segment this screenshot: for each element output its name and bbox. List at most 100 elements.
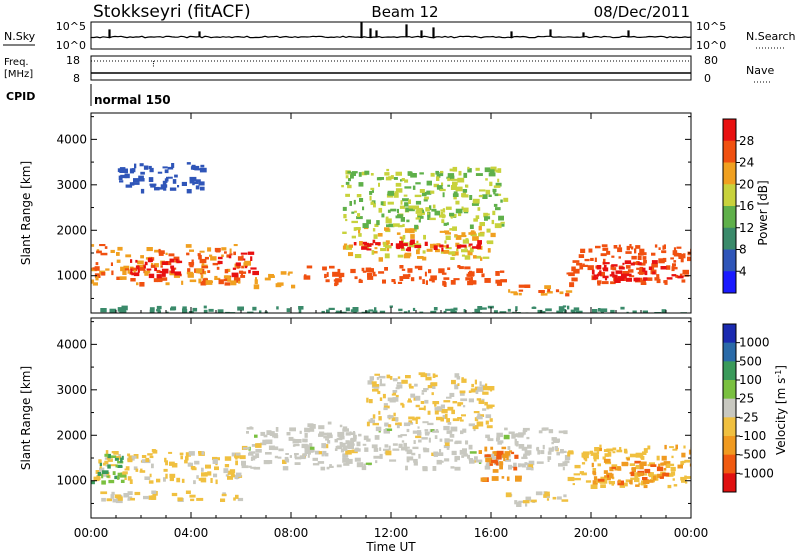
heatmap-cell — [390, 175, 394, 180]
heatmap-cell — [423, 448, 430, 453]
heatmap-cell — [410, 277, 415, 282]
heatmap-cell — [682, 269, 689, 275]
heatmap-cell — [588, 248, 593, 253]
heatmap-cell — [367, 269, 374, 273]
heatmap-cell — [457, 417, 462, 420]
heatmap-cell — [268, 274, 274, 278]
heatmap-cell — [496, 454, 502, 460]
heatmap-cell — [160, 184, 168, 188]
heatmap-cell — [248, 451, 256, 454]
heatmap-cell — [186, 271, 194, 275]
heatmap-cell — [207, 247, 212, 252]
heatmap-cell — [622, 262, 625, 265]
heatmap-cell — [371, 381, 377, 384]
heatmap-cell — [172, 179, 177, 184]
heatmap-cell — [391, 393, 396, 396]
heatmap-cell — [347, 184, 352, 189]
colorbar-tick-label: -500 — [739, 448, 766, 462]
heatmap-cell — [504, 451, 511, 456]
heatmap-cell — [91, 279, 95, 284]
heatmap-cell — [163, 477, 166, 482]
heatmap-cell — [626, 273, 632, 277]
heatmap-cell — [495, 462, 499, 466]
heatmap-cell — [207, 471, 212, 476]
heatmap-cell — [110, 262, 113, 266]
heatmap-cell — [427, 385, 433, 389]
heatmap-cell — [260, 442, 267, 446]
heatmap-cell — [148, 257, 153, 263]
heatmap-cell — [168, 451, 173, 454]
heatmap-cell — [384, 172, 390, 176]
heatmap-cell — [473, 218, 478, 222]
heatmap-cell — [445, 206, 452, 210]
velocity-y-label: Slant Range [km] — [19, 366, 33, 470]
heatmap-cell — [469, 247, 474, 253]
heatmap-cell — [470, 388, 476, 393]
heatmap-cell — [454, 466, 461, 471]
heatmap-cell — [96, 249, 100, 252]
heatmap-cell — [408, 205, 415, 211]
heatmap-cell — [302, 453, 307, 457]
heatmap-cell — [464, 246, 468, 249]
heatmap-cell — [477, 240, 482, 245]
heatmap-cell — [312, 457, 318, 461]
heatmap-cell — [99, 465, 102, 469]
heatmap-cell — [624, 482, 628, 487]
heatmap-cell — [569, 282, 575, 288]
heatmap-cell — [582, 451, 590, 456]
heatmap-cell — [120, 479, 125, 483]
heatmap-cell — [400, 200, 403, 205]
heatmap-cell — [462, 239, 469, 244]
heatmap-cell — [154, 249, 162, 253]
heatmap-cell — [111, 491, 115, 495]
heatmap-cell — [370, 173, 374, 176]
heatmap-cell — [450, 185, 457, 190]
heatmap-cell — [451, 409, 455, 415]
heatmap-cell — [490, 453, 495, 458]
heatmap-cell — [590, 452, 598, 456]
heatmap-cell — [156, 269, 161, 274]
heatmap-cell — [455, 200, 460, 205]
heatmap-cell — [378, 410, 381, 415]
heatmap-cell — [487, 386, 495, 391]
heatmap-cell — [149, 455, 154, 459]
heatmap-cell — [495, 193, 502, 196]
heatmap-cell — [107, 464, 111, 469]
heatmap-cell — [468, 243, 473, 246]
heatmap-cell — [314, 450, 320, 455]
heatmap-cell — [427, 212, 430, 215]
heatmap-cell — [143, 265, 146, 269]
colorbar-tick-label: 4 — [739, 264, 747, 278]
heatmap-cell — [366, 421, 370, 427]
heatmap-cell — [426, 373, 431, 376]
heatmap-cell — [671, 274, 677, 277]
heatmap-cell — [401, 268, 406, 271]
heatmap-cell — [595, 245, 601, 249]
heatmap-cell — [495, 271, 500, 276]
heatmap-cell — [224, 282, 231, 286]
heatmap-cell — [405, 449, 412, 452]
heatmap-cell — [160, 265, 163, 268]
heatmap-cell — [641, 271, 647, 275]
heatmap-cell — [374, 247, 378, 250]
heatmap-cell — [679, 273, 683, 278]
heatmap-cell — [106, 475, 110, 478]
heatmap-cell — [345, 181, 350, 185]
heatmap-cell — [301, 444, 309, 448]
heatmap-cell — [482, 194, 488, 199]
heatmap-cell — [101, 473, 108, 477]
heatmap-cell — [148, 273, 155, 279]
heatmap-cell — [571, 266, 576, 272]
heatmap-cell — [538, 290, 545, 293]
heatmap-cell — [111, 451, 116, 454]
heatmap-cell — [369, 376, 374, 381]
heatmap-cell — [478, 225, 482, 231]
heatmap-cell — [418, 407, 425, 410]
heatmap-cell — [626, 311, 629, 313]
heatmap-cell — [401, 178, 405, 181]
heatmap-cell — [681, 480, 687, 483]
heatmap-cell — [450, 178, 458, 181]
heatmap-cell — [591, 269, 595, 275]
heatmap-cell — [451, 379, 456, 385]
heatmap-cell — [393, 281, 396, 284]
